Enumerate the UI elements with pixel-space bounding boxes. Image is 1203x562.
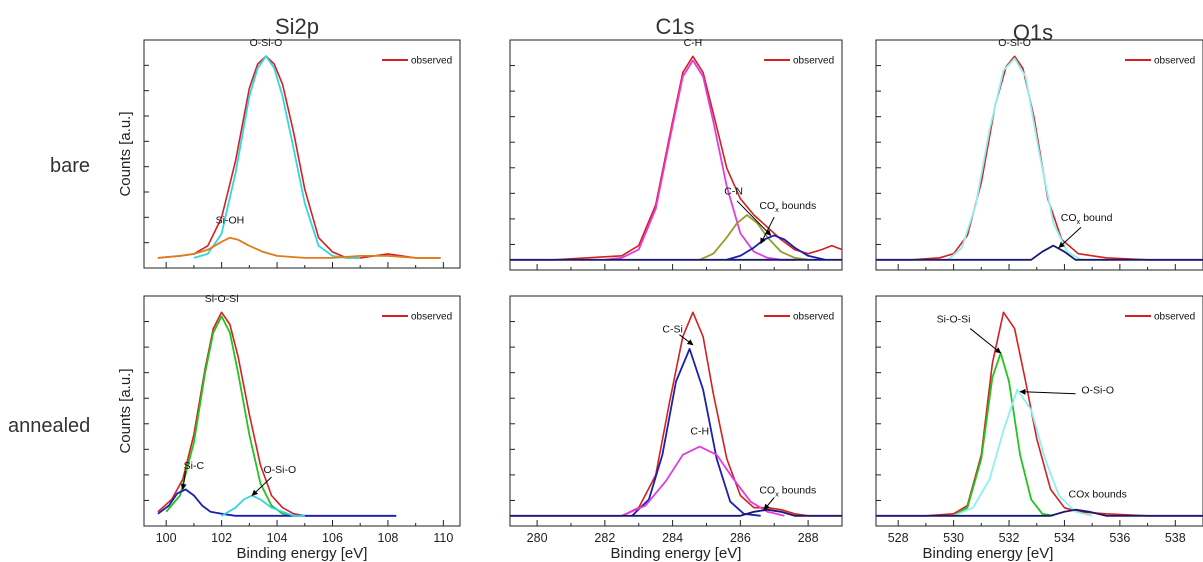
annotation-arrow: [679, 334, 694, 346]
annotation-arrow: [1058, 226, 1082, 249]
chart-panel-o1s-annealed: 528 530 532 534 536 538 Binding energy [eV] obs…: [875, 295, 1203, 562]
plot-frame: [143, 295, 461, 527]
component-peak-line: [221, 494, 305, 517]
peak-annotation: Si-O-Si: [937, 313, 971, 325]
column-title-c1s: C1s: [655, 14, 694, 39]
component-peak-line: [876, 508, 1203, 517]
component-peak-line: [726, 234, 826, 261]
component-peak-line: [947, 57, 1082, 261]
peak-annotation: C-H: [684, 37, 703, 49]
y-axis-label: Counts [a.u.]: [117, 368, 134, 453]
x-axis-label: Binding energy [eV]: [611, 545, 742, 562]
peak-annotation: C-N: [724, 186, 743, 198]
series-line-observed: [510, 55, 843, 261]
component-peak-line: [876, 244, 1203, 261]
annotation-arrow: [180, 470, 187, 490]
peak-annotation: O-Si-O: [1081, 385, 1114, 397]
peak-annotation: COx bound: [1061, 212, 1113, 226]
component-peak-line: [157, 488, 397, 517]
chart-panel-o1s-bare: observed O-Si-O COx bound: [875, 37, 1203, 271]
series-line-observed: [876, 55, 1203, 261]
component-peak-line: [699, 214, 809, 261]
chart-panel-c1s-annealed: 280 282 284 286 288 Binding energy [eV] observ…: [509, 295, 843, 562]
x-tick-label: 102: [211, 531, 232, 545]
x-tick-label: 532: [999, 531, 1020, 545]
annotation-arrow: [736, 200, 772, 236]
legend-entry: observed: [411, 312, 452, 323]
x-tick-label: 288: [798, 531, 819, 545]
component-peak-line: [953, 352, 1054, 517]
series-line-observed: [876, 311, 1203, 517]
x-tick-label: 110: [433, 531, 453, 545]
x-tick-label: 100: [156, 531, 177, 545]
chart-panels: Counts [a.u.] observed O-Si-O Si-OH observed…: [117, 37, 1203, 562]
peak-annotation: O-Si-O: [998, 37, 1031, 49]
legend-entry: observed: [411, 56, 452, 67]
x-tick-label: 528: [888, 531, 909, 545]
peak-annotation: Si-O-Si: [205, 293, 239, 305]
row-label-bare: bare: [50, 155, 90, 177]
x-axis-label: Binding energy [eV]: [923, 545, 1054, 562]
x-tick-label: 284: [662, 531, 683, 545]
legend-entry: observed: [1154, 312, 1195, 323]
annotation-arrow: [969, 328, 1002, 354]
series-line-observed: [157, 55, 441, 259]
series-line-observed: [157, 311, 397, 517]
x-tick-label: 280: [527, 531, 548, 545]
peak-annotation: COx bounds: [1069, 489, 1127, 501]
annotation-arrow: [251, 476, 272, 496]
x-tick-label: 106: [322, 531, 343, 545]
column-title-o1s: O1s: [1013, 20, 1053, 45]
peak-annotation: Si-C: [184, 460, 205, 472]
x-tick-label: 286: [730, 531, 751, 545]
peak-annotation: Si-OH: [216, 215, 245, 227]
x-tick-label: 108: [378, 531, 399, 545]
legend-entry: observed: [793, 312, 834, 323]
x-tick-label: 282: [594, 531, 615, 545]
x-tick-label: 530: [943, 531, 964, 545]
component-peak-line: [604, 59, 795, 261]
y-axis-label: Counts [a.u.]: [117, 111, 134, 196]
x-tick-label: 538: [1165, 531, 1186, 545]
column-title-si2p: Si2p: [275, 14, 319, 39]
legend-entry: observed: [793, 56, 834, 67]
plot-frame: [509, 39, 843, 271]
chart-panel-si2p-bare: Counts [a.u.] observed O-Si-O Si-OH: [117, 37, 461, 269]
plot-frame: [875, 295, 1203, 527]
peak-annotation: C-H: [690, 425, 709, 437]
plot-frame: [509, 295, 843, 527]
x-tick-label: 536: [1109, 531, 1130, 545]
chart-panel-c1s-bare: observed C-H C-N COx bounds: [509, 37, 843, 271]
peak-annotation: C-Si: [662, 324, 682, 336]
x-tick-label: 104: [267, 531, 288, 545]
peak-annotation: O-Si-O: [250, 37, 283, 49]
peak-annotation: O-Si-O: [263, 464, 296, 476]
legend-entry: observed: [1154, 56, 1195, 67]
peak-annotation: COx bounds: [759, 200, 816, 214]
component-peak-line: [165, 315, 294, 517]
plot-frame: [875, 39, 1203, 271]
x-tick-label: 534: [1054, 531, 1075, 545]
peak-annotation: COx bounds: [759, 484, 816, 498]
annotation-arrow: [763, 497, 775, 511]
component-peak-line: [157, 236, 441, 259]
component-peak-line: [631, 347, 761, 517]
component-peak-line: [621, 445, 785, 517]
x-axis-label: Binding energy [eV]: [237, 545, 368, 562]
component-peak-line: [193, 55, 361, 259]
component-peak-line: [953, 388, 1093, 517]
annotation-arrow: [1019, 388, 1076, 395]
row-label-annealed: annealed: [8, 415, 90, 437]
plot-frame: [143, 39, 461, 269]
annotation-arrow: [760, 216, 775, 245]
chart-panel-si2p-annealed: 100 102 104 106 108 110 Binding energy [eV] Cou…: [117, 293, 461, 562]
